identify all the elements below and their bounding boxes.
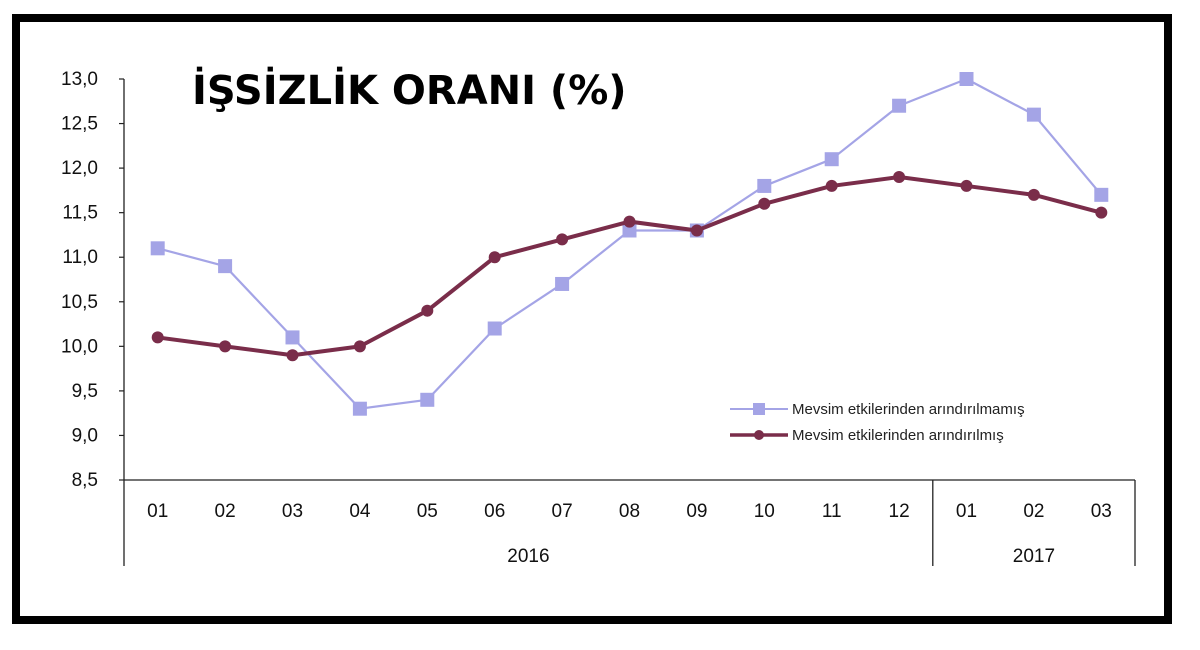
series-line [157,175,1102,358]
y-tick-label: 11,5 [62,203,98,224]
chart-frame [12,14,1172,624]
data-point [151,331,164,344]
x-tick-label: 03 [1091,501,1112,522]
x-tick-label: 05 [417,501,438,522]
x-tick-label: 08 [619,501,640,522]
x-tick-label: 01 [956,501,977,522]
y-tick-label: 10,5 [61,292,98,313]
data-point [353,340,366,353]
y-tick-label: 8,5 [72,470,98,491]
data-point [488,251,501,264]
data-point [824,152,839,167]
chart-title: İŞSİZLİK ORANI (%) [192,66,627,114]
data-point [352,401,367,416]
x-tick-label: 09 [686,501,707,522]
y-tick-label: 9,5 [72,381,98,402]
y-tick-label: 12,5 [61,114,98,135]
x-tick-label: 11 [822,501,842,522]
data-point [1095,206,1108,219]
y-tick-label: 13,0 [61,69,98,90]
data-point [959,72,974,86]
legend-marker [754,430,764,440]
series-1 [150,72,1109,416]
legend-marker [753,403,765,415]
x-tick-label: 03 [282,501,303,522]
data-point [219,340,232,353]
data-point [690,224,703,237]
year-label: 2017 [1013,546,1055,567]
data-point [285,330,300,345]
data-point [556,233,569,246]
data-point [1094,187,1109,202]
data-point [286,349,299,362]
data-point [150,241,165,256]
data-point [758,197,771,210]
legend: Mevsim etkilerinden arındırılmamış Mevsim… [730,401,1025,444]
data-point [487,321,502,336]
x-tick-label: 01 [147,501,168,522]
data-point [555,276,570,291]
y-tick-label: 11,0 [62,247,98,268]
y-tick-label: 12,0 [61,158,98,179]
data-point [420,392,435,407]
data-point [1026,107,1041,122]
legend-item: Mevsim etkilerinden arındırılmış [730,427,1004,444]
x-tick-label: 10 [754,501,775,522]
x-tick-label: 04 [349,501,371,522]
y-tick-label: 9,0 [72,425,98,446]
data-point [893,171,906,184]
x-tick-label: 12 [889,501,910,522]
x-tick-label: 02 [1023,501,1044,522]
legend-label: Mevsim etkilerinden arındırılmamış [792,401,1025,418]
data-point [757,178,772,193]
axes: 8,5 9,0 9,5 10,0 10,5 11,0 11,5 12,0 12,5 13,0 01 0… [61,69,1136,567]
year-label: 2016 [507,546,549,567]
data-point [218,259,233,274]
data-point [960,179,973,192]
x-tick-label: 07 [552,501,573,522]
data-point [622,223,637,238]
x-tick-label: 02 [215,501,236,522]
series-2 [151,171,1108,362]
data-point [623,215,636,228]
x-tick-label: 06 [484,501,505,522]
data-point [421,304,434,317]
legend-label: Mevsim etkilerinden arındırılmış [792,427,1004,444]
data-point [1027,188,1040,201]
legend-item: Mevsim etkilerinden arındırılmamış [730,401,1025,418]
series-line [157,77,1103,410]
data-point [892,98,907,113]
data-point [825,179,838,192]
series-layer [150,72,1109,416]
y-tick-label: 10,0 [61,336,98,357]
